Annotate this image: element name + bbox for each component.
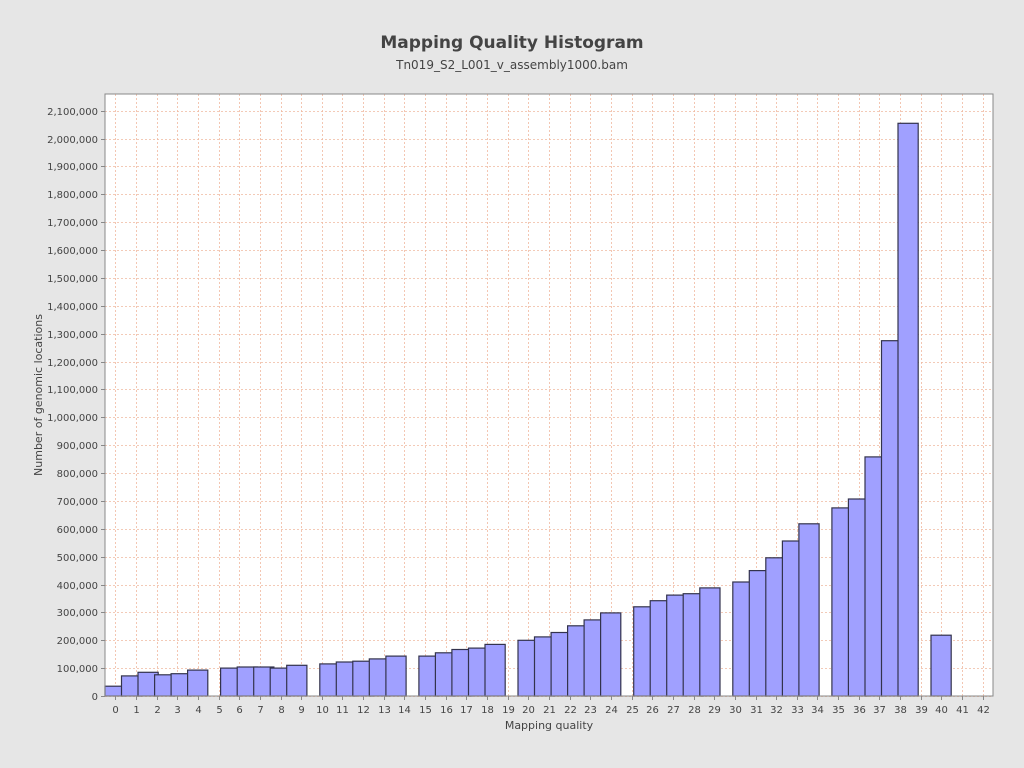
histogram-bar [930, 634, 952, 697]
x-tick-label: 4 [195, 705, 201, 716]
y-tick-label: 1,000,000 [47, 413, 98, 424]
x-axis-label: Mapping quality [505, 719, 594, 732]
y-tick-label: 1,200,000 [47, 358, 98, 369]
histogram-bar [897, 122, 919, 697]
y-tick-label: 400,000 [57, 581, 98, 592]
x-tick-label: 41 [956, 705, 969, 716]
x-tick-label: 29 [708, 705, 721, 716]
y-tick-label: 800,000 [57, 469, 98, 480]
x-tick-label: 31 [750, 705, 763, 716]
x-tick-label: 30 [729, 705, 742, 716]
x-tick-label: 1 [133, 705, 139, 716]
x-tick-label: 17 [460, 705, 473, 716]
y-axis-ticks: 0 100,000 200,000 300,000 400,000 500,000 600,… [47, 107, 105, 703]
bar-series [104, 122, 952, 697]
histogram-bar [699, 587, 721, 697]
y-tick-label: 700,000 [57, 497, 98, 508]
x-tick-label: 37 [873, 705, 886, 716]
x-tick-label: 26 [646, 705, 659, 716]
x-tick-label: 34 [811, 705, 824, 716]
y-tick-label: 300,000 [57, 608, 98, 619]
x-tick-label: 32 [770, 705, 783, 716]
histogram-bar [798, 523, 820, 697]
x-tick-label: 40 [935, 705, 948, 716]
x-tick-label: 36 [853, 705, 866, 716]
x-tick-label: 2 [154, 705, 160, 716]
y-tick-label: 1,600,000 [47, 246, 98, 257]
x-tick-label: 35 [832, 705, 845, 716]
x-tick-label: 39 [915, 705, 928, 716]
x-tick-label: 0 [112, 705, 118, 716]
x-tick-label: 33 [791, 705, 804, 716]
y-tick-label: 1,500,000 [47, 274, 98, 285]
histogram-bar [286, 664, 308, 697]
x-tick-label: 10 [316, 705, 329, 716]
y-tick-label: 1,100,000 [47, 385, 98, 396]
x-tick-label: 5 [216, 705, 222, 716]
y-tick-label: 600,000 [57, 525, 98, 536]
y-tick-label: 100,000 [57, 664, 98, 675]
x-tick-label: 25 [626, 705, 639, 716]
y-tick-label: 1,900,000 [47, 162, 98, 173]
x-tick-label: 6 [236, 705, 242, 716]
x-tick-label: 7 [257, 705, 263, 716]
x-tick-label: 18 [481, 705, 494, 716]
y-tick-label: 2,000,000 [47, 135, 98, 146]
x-tick-label: 24 [605, 705, 618, 716]
x-tick-label: 20 [522, 705, 535, 716]
x-tick-label: 9 [298, 705, 304, 716]
chart-subtitle: Tn019_S2_L001_v_assembly1000.bam [395, 58, 628, 72]
x-axis-ticks: 0 1 2 3 4 5 6 7 8 9 10 11 12 13 14 15 16 17 18 19 20 21 22 23 24… [112, 696, 990, 716]
y-tick-label: 0 [92, 692, 98, 703]
x-tick-label: 3 [174, 705, 180, 716]
x-tick-label: 14 [398, 705, 411, 716]
x-tick-label: 8 [278, 705, 284, 716]
chart-title: Mapping Quality Histogram [380, 33, 643, 53]
histogram-bar [385, 655, 407, 697]
y-tick-label: 900,000 [57, 441, 98, 452]
y-tick-label: 1,700,000 [47, 218, 98, 229]
x-tick-label: 21 [543, 705, 556, 716]
x-tick-label: 27 [667, 705, 680, 716]
x-tick-label: 28 [688, 705, 701, 716]
x-tick-label: 12 [357, 705, 370, 716]
x-tick-label: 19 [502, 705, 515, 716]
y-tick-label: 200,000 [57, 636, 98, 647]
x-tick-label: 42 [977, 705, 990, 716]
histogram-bar [187, 669, 209, 697]
y-axis-label: Number of genomic locations [32, 314, 45, 476]
x-tick-label: 13 [378, 705, 391, 716]
grid-lines [105, 94, 993, 697]
x-tick-label: 15 [419, 705, 432, 716]
x-tick-label: 11 [336, 705, 349, 716]
y-tick-label: 1,800,000 [47, 190, 98, 201]
y-tick-label: 1,300,000 [47, 330, 98, 341]
y-tick-label: 2,100,000 [47, 107, 98, 118]
y-tick-label: 500,000 [57, 553, 98, 564]
y-tick-label: 1,400,000 [47, 302, 98, 313]
histogram-bar [599, 612, 622, 697]
x-tick-label: 23 [584, 705, 597, 716]
x-tick-label: 22 [564, 705, 577, 716]
histogram-bar [484, 643, 506, 697]
x-tick-label: 16 [440, 705, 453, 716]
x-tick-label: 38 [894, 705, 907, 716]
